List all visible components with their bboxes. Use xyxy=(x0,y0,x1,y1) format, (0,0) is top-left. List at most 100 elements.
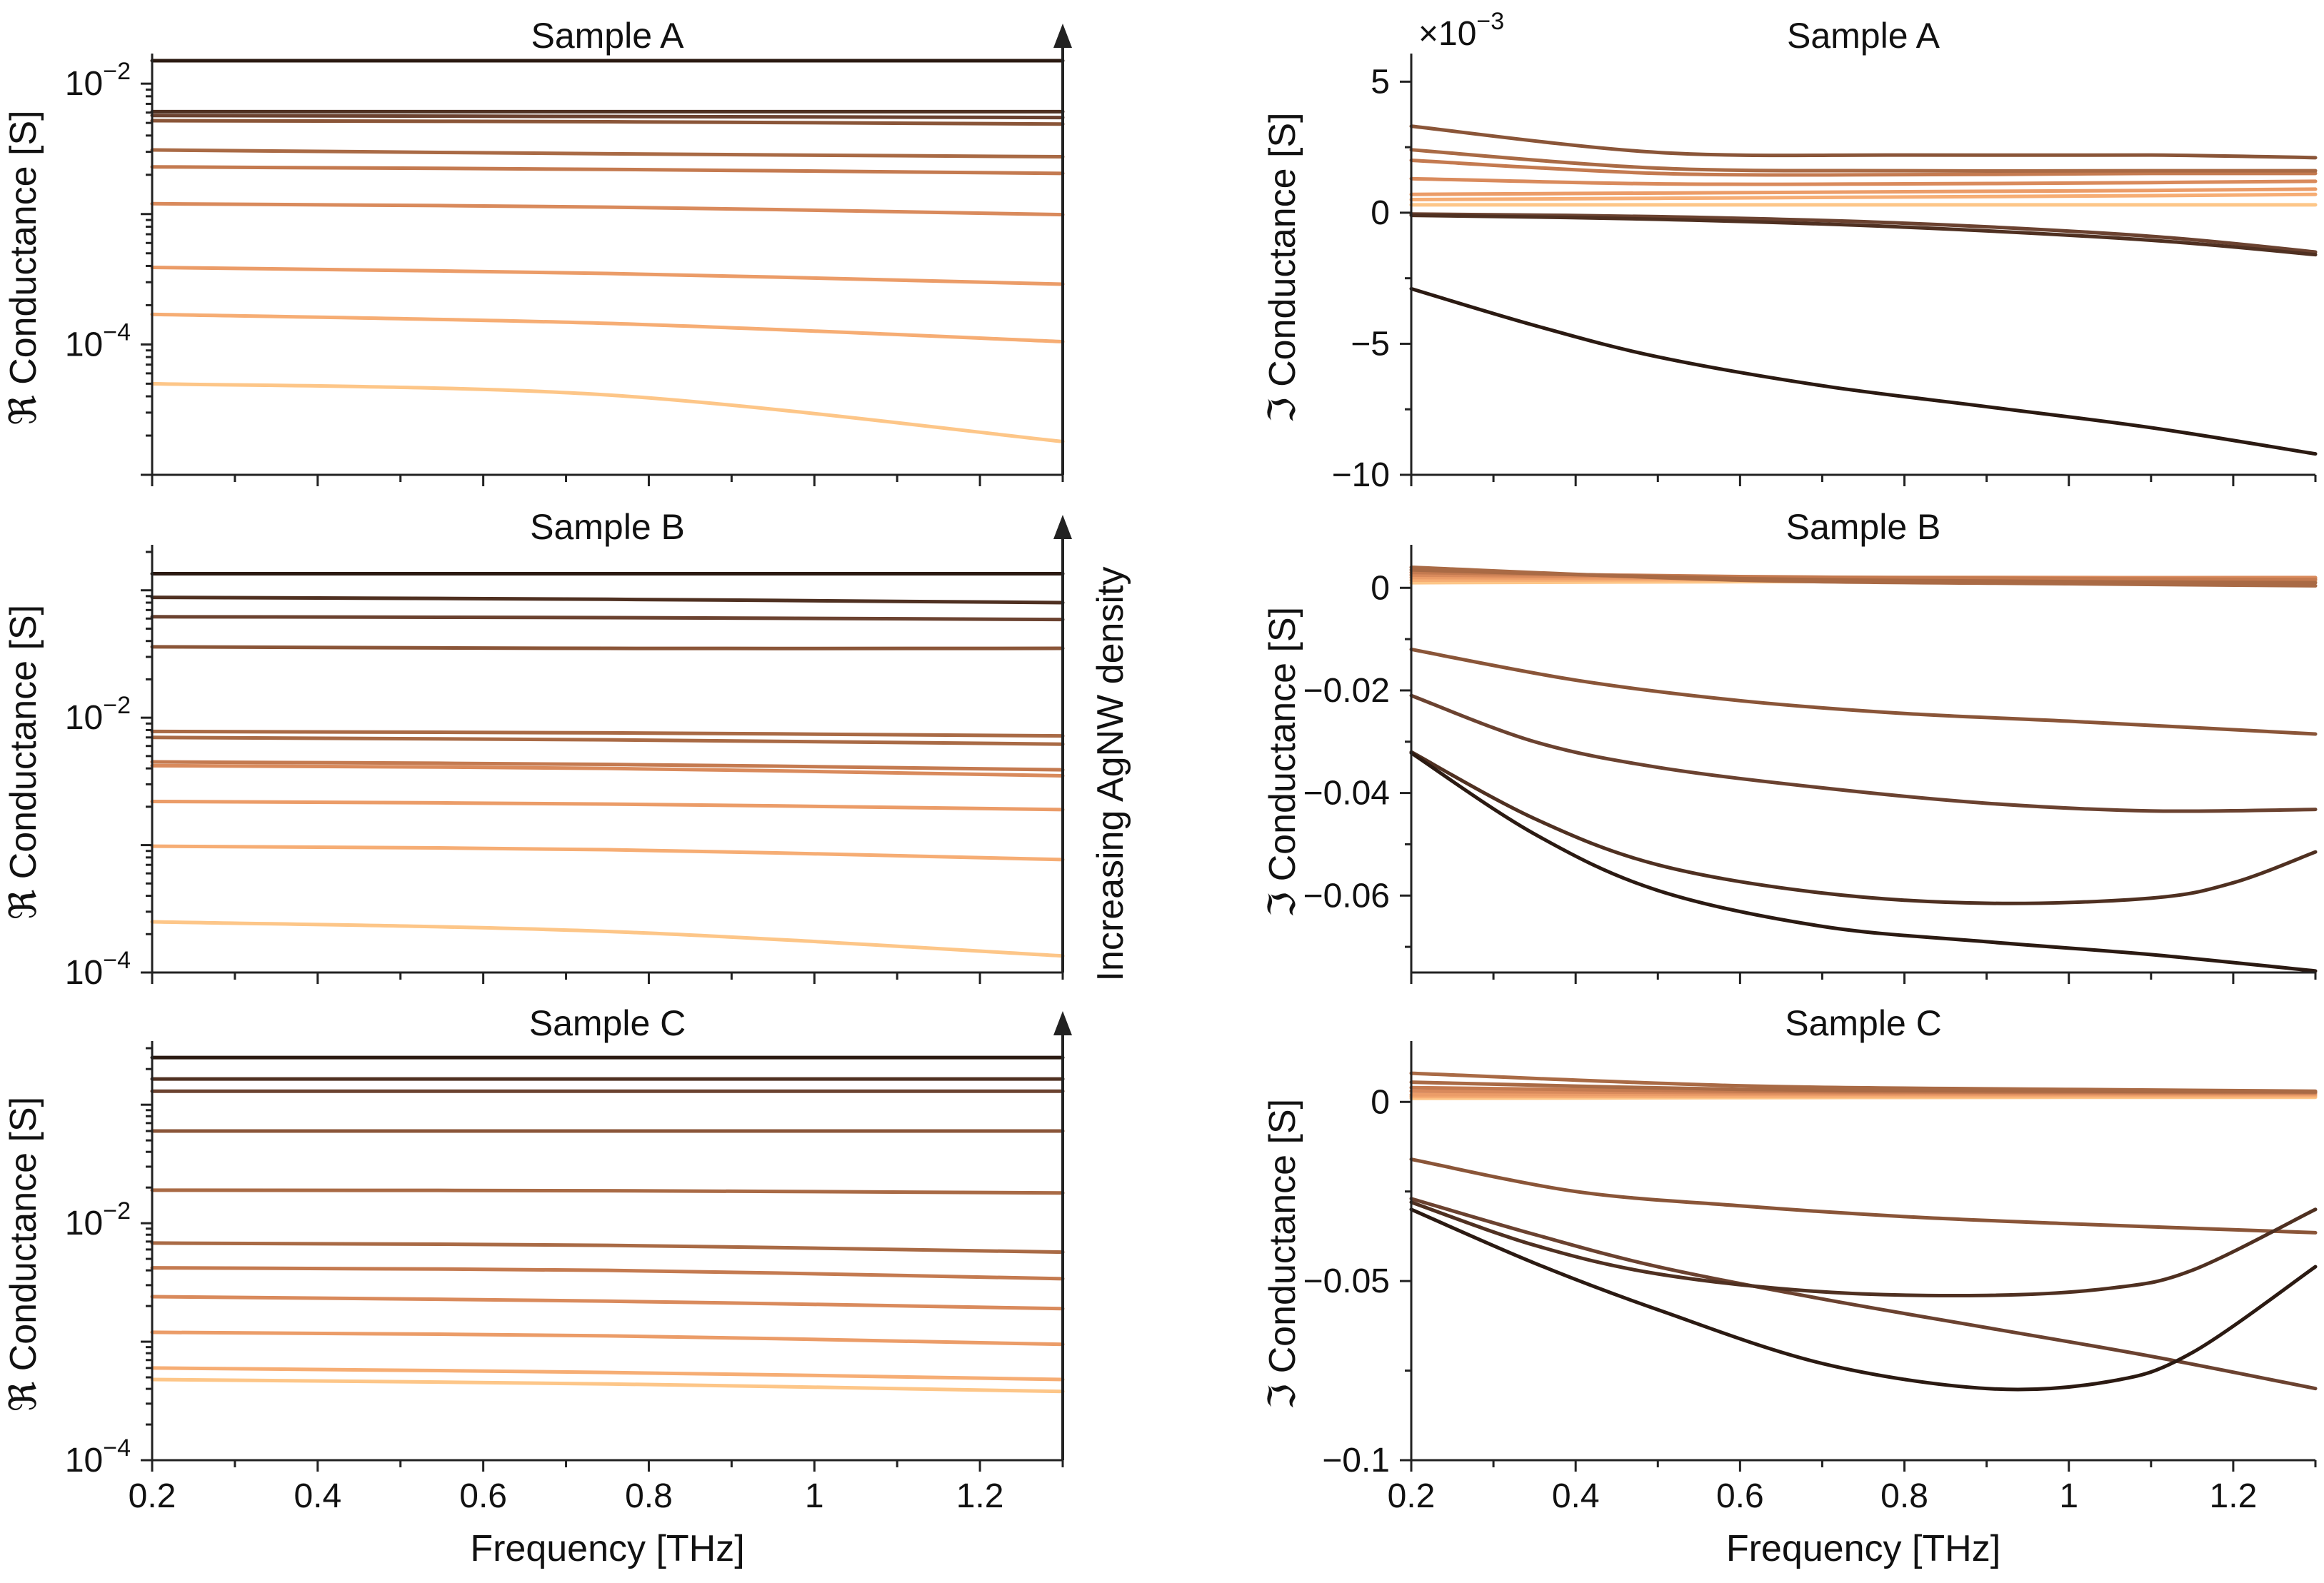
series-line xyxy=(1409,1197,2318,1391)
density-arrow-label: Increasing AgNW density xyxy=(1090,567,1131,982)
series-line xyxy=(1409,148,2318,173)
series-line xyxy=(150,1377,1065,1394)
x-tick-label: 1.2 xyxy=(2210,1477,2258,1515)
series-line xyxy=(1409,187,2318,196)
series-line xyxy=(150,645,1065,650)
y-tick-label: −0.02 xyxy=(1303,672,1390,710)
series-line xyxy=(150,114,1065,120)
series-line xyxy=(1409,124,2318,160)
series-line xyxy=(1409,158,2318,177)
y-axis-label: ℜ Conductance [S] xyxy=(3,605,44,920)
series-line xyxy=(150,844,1065,862)
series-line xyxy=(150,119,1065,126)
series-line xyxy=(1409,1207,2318,1392)
x-tick-label: 1.2 xyxy=(956,1477,1004,1515)
im-sample-b-series-group xyxy=(1409,566,2318,973)
panel-title: Sample A xyxy=(1787,16,1940,56)
y-tick-label: 0 xyxy=(1371,1083,1390,1121)
x-axis-label: Frequency [THz] xyxy=(470,1528,744,1569)
y-tick-label: 0 xyxy=(1371,194,1390,232)
series-line xyxy=(150,381,1065,443)
y-tick-label: −0.1 xyxy=(1322,1442,1390,1479)
x-tick-label: 0.2 xyxy=(1388,1477,1436,1515)
y-tick-label: −10 xyxy=(1332,456,1390,494)
density-arrow-head xyxy=(1053,515,1072,539)
im-sample-c-series-group xyxy=(1409,1071,2318,1392)
density-arrow-head xyxy=(1053,24,1072,48)
series-line xyxy=(1409,693,2318,813)
series-line xyxy=(150,799,1065,812)
im-sample-b-panel: 0 −0.02 −0.04 −0.06 Sample B ℑ Conductance [S… xyxy=(1262,507,2318,984)
y-axis-label: ℑ Conductance [S] xyxy=(1262,1099,1303,1409)
y-tick-label: −0.05 xyxy=(1303,1262,1390,1300)
im-sample-a-panel: 5 0 −5 −10 ×10−3 Sample A ℑ Conductance [S] xyxy=(1262,8,2318,494)
y-tick-label: −5 xyxy=(1351,325,1390,363)
panel-title: Sample C xyxy=(529,1003,686,1043)
y-axis-label: ℜ Conductance [S] xyxy=(3,1097,44,1412)
y-tick-label: 10−2 xyxy=(65,692,131,737)
series-line xyxy=(1409,213,2318,257)
y-tick-label: −0.04 xyxy=(1303,775,1390,813)
re-sample-c-panel: 0.2 0.4 0.6 0.8 1 1.2 10−2 10−4 Sample C ℜ Conduc… xyxy=(3,1003,1072,1569)
series-line xyxy=(150,265,1065,286)
series-line xyxy=(150,1266,1065,1281)
series-line xyxy=(150,165,1065,176)
series-line xyxy=(150,1366,1065,1382)
re-sample-c-series-group xyxy=(150,1055,1065,1394)
series-line xyxy=(1409,212,2318,254)
series-line xyxy=(1409,751,2318,973)
y-tick-label: 10−2 xyxy=(65,1197,131,1242)
series-line xyxy=(150,735,1065,746)
re-sample-b-series-group xyxy=(150,571,1065,958)
series-line xyxy=(150,148,1065,159)
series-line xyxy=(1409,1157,2318,1235)
series-line xyxy=(1409,1200,2318,1297)
panel-title: Sample A xyxy=(531,16,684,56)
series-line xyxy=(150,760,1065,772)
y-exponent-label: ×10−3 xyxy=(1418,8,1504,53)
re-sample-b-panel: 10−2 10−4 Sample B ℜ Conductance [S] xyxy=(3,507,1072,992)
y-tick-label: 10−2 xyxy=(65,58,131,103)
series-line xyxy=(1409,566,2318,588)
panel-title: Sample B xyxy=(530,507,685,547)
series-line xyxy=(1409,192,2318,202)
series-line xyxy=(1409,286,2318,456)
series-line xyxy=(1409,647,2318,736)
y-tick-label: 5 xyxy=(1371,63,1390,101)
density-arrow-head xyxy=(1053,1011,1072,1035)
series-line xyxy=(150,201,1065,217)
series-line xyxy=(150,1188,1065,1195)
y-axis-label: ℑ Conductance [S] xyxy=(1262,112,1303,423)
x-tick-label: 1 xyxy=(805,1477,824,1515)
series-line xyxy=(150,920,1065,958)
series-line xyxy=(150,1241,1065,1255)
series-line xyxy=(1409,750,2318,905)
x-tick-label: 0.4 xyxy=(1552,1477,1600,1515)
series-line xyxy=(150,1295,1065,1311)
panels-layer: 10−2 10−4 Sample A ℜ Conductance [S] 5 0 −5 −10… xyxy=(3,8,2318,1569)
panel-title: Sample B xyxy=(1786,507,1941,547)
x-tick-label: 0.6 xyxy=(1716,1477,1764,1515)
x-tick-label: 0.6 xyxy=(459,1477,507,1515)
x-tick-label: 0.8 xyxy=(1880,1477,1928,1515)
y-axis-label: ℜ Conductance [S] xyxy=(3,110,44,425)
re-sample-a-panel: 10−2 10−4 Sample A ℜ Conductance [S] xyxy=(3,16,1072,486)
series-line xyxy=(1409,1071,2318,1093)
series-line xyxy=(150,595,1065,605)
panel-title: Sample C xyxy=(1785,1003,1942,1043)
x-tick-label: 0.2 xyxy=(129,1477,176,1515)
x-tick-label: 1 xyxy=(2059,1477,2078,1515)
x-tick-label: 0.8 xyxy=(625,1477,673,1515)
series-line xyxy=(150,312,1065,344)
y-tick-label: 10−4 xyxy=(65,947,131,992)
x-axis-label: Frequency [THz] xyxy=(1726,1528,2000,1569)
y-tick-label: −0.06 xyxy=(1303,877,1390,915)
density-arrow-label-group: Increasing AgNW density xyxy=(1090,567,1131,982)
series-line xyxy=(1409,176,2318,186)
y-tick-label: 0 xyxy=(1371,569,1390,607)
im-sample-c-panel: 0.2 0.4 0.6 0.8 1 1.2 0 −0.05 −0.1 Sample C ℑ Cond… xyxy=(1262,1003,2318,1569)
series-line xyxy=(150,1330,1065,1347)
re-sample-a-series-group xyxy=(150,59,1065,443)
im-sample-a-series-group xyxy=(1409,124,2318,456)
